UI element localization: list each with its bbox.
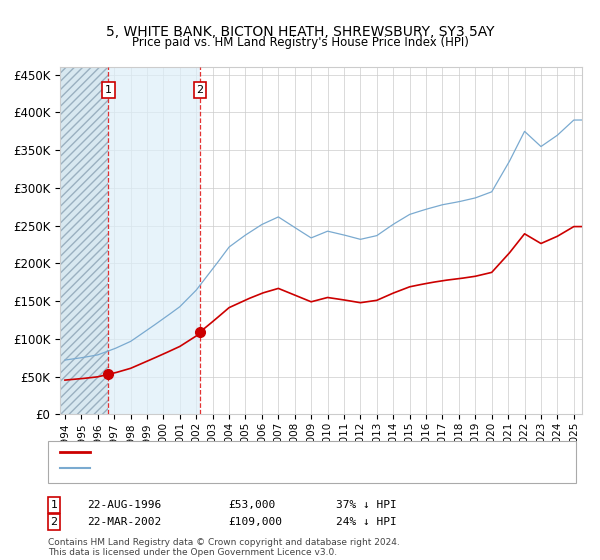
Text: 24% ↓ HPI: 24% ↓ HPI xyxy=(336,517,397,527)
Text: HPI: Average price, detached house, Shropshire: HPI: Average price, detached house, Shro… xyxy=(96,463,357,473)
Text: 1: 1 xyxy=(105,85,112,95)
Bar xyxy=(108,67,200,414)
Text: £53,000: £53,000 xyxy=(228,500,275,510)
Text: 1: 1 xyxy=(50,500,58,510)
Text: 2: 2 xyxy=(50,517,58,527)
Text: 37% ↓ HPI: 37% ↓ HPI xyxy=(336,500,397,510)
Text: 22-AUG-1996: 22-AUG-1996 xyxy=(87,500,161,510)
Text: Contains HM Land Registry data © Crown copyright and database right 2024.
This d: Contains HM Land Registry data © Crown c… xyxy=(48,538,400,557)
Text: 22-MAR-2002: 22-MAR-2002 xyxy=(87,517,161,527)
Text: 5, WHITE BANK, BICTON HEATH, SHREWSBURY, SY3 5AY: 5, WHITE BANK, BICTON HEATH, SHREWSBURY,… xyxy=(106,25,494,39)
Text: Price paid vs. HM Land Registry's House Price Index (HPI): Price paid vs. HM Land Registry's House … xyxy=(131,36,469,49)
Bar xyxy=(60,67,108,414)
Text: £109,000: £109,000 xyxy=(228,517,282,527)
Text: 5, WHITE BANK, BICTON HEATH, SHREWSBURY, SY3 5AY (detached house): 5, WHITE BANK, BICTON HEATH, SHREWSBURY,… xyxy=(96,447,502,457)
Text: 2: 2 xyxy=(196,85,203,95)
